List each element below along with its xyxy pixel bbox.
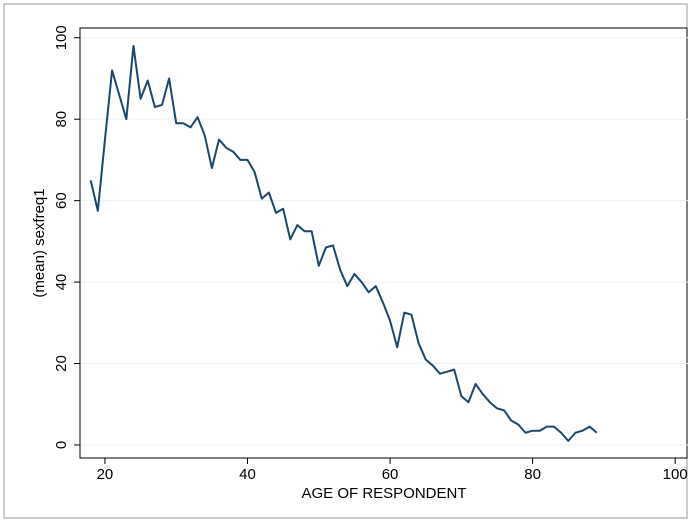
y-tick-label: 80 [53,111,70,128]
data-line [89,44,598,442]
x-tick-label: 20 [97,466,114,483]
y-axis-title: (mean) sexfreq1 [31,188,48,297]
y-tick-label: 20 [53,355,70,372]
y-tick-label: 0 [53,441,70,449]
x-tick-label: 80 [524,466,541,483]
x-axis-title: AGE OF RESPONDENT [301,485,466,502]
y-tick-label: 100 [53,25,70,50]
x-tick-label: 100 [663,466,688,483]
plot-area [79,27,688,459]
x-tick-label: 40 [239,466,256,483]
y-tick-label: 60 [53,192,70,209]
x-tick-label: 60 [382,466,399,483]
y-tick-label: 40 [53,274,70,291]
